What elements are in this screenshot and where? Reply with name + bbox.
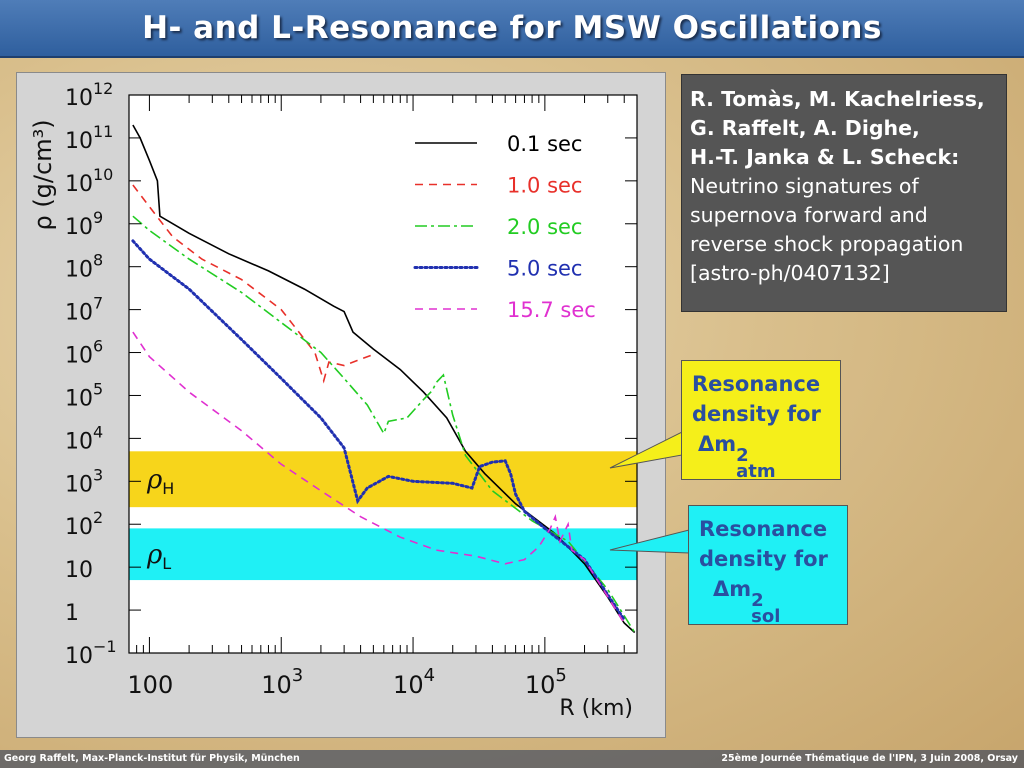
y-tick-label: 10−1 bbox=[65, 637, 117, 669]
footer-event: 25ème Journée Thématique de l'IPN, 3 Jui… bbox=[721, 753, 1018, 764]
y-tick-label: 108 bbox=[65, 251, 103, 283]
y-tick-label: 102 bbox=[65, 508, 103, 540]
legend-label-0: 0.1 sec bbox=[507, 132, 582, 156]
x-tick-label: 104 bbox=[393, 665, 435, 699]
y-tick-label: 1012 bbox=[65, 79, 113, 111]
plot-frame bbox=[128, 94, 638, 654]
delta-m-sup: 2 bbox=[751, 590, 764, 611]
y-tick-label: 105 bbox=[65, 379, 103, 411]
y-tick-label: 109 bbox=[65, 208, 103, 240]
y-tick-label: 10 bbox=[65, 558, 93, 583]
x-tick-label: 103 bbox=[261, 665, 303, 699]
resonance-band-l bbox=[129, 528, 637, 581]
reference-line: R. Tomàs, M. Kachelriess, bbox=[690, 87, 985, 111]
footer-author: Georg Raffelt, Max-Planck-Institut für P… bbox=[4, 753, 300, 764]
reference-line: G. Raffelt, A. Dighe, bbox=[690, 116, 920, 140]
title-bar: H- and L-Resonance for MSW Oscillations bbox=[0, 0, 1024, 58]
legend-label-4: 15.7 sec bbox=[507, 298, 596, 322]
delta-m-atm: Δm 2 atm bbox=[698, 429, 780, 481]
y-tick-label: 1010 bbox=[65, 165, 113, 197]
delta-m-symbol: Δm bbox=[713, 577, 752, 601]
legend-label-2: 2.0 sec bbox=[507, 215, 582, 239]
callout-atm-line1: Resonance bbox=[692, 372, 821, 396]
density-chart: ρHρL101210111010109108107106105104103102… bbox=[29, 79, 638, 721]
sol-resonance-callout: Resonance density for Δm 2 sol bbox=[688, 505, 848, 626]
reference-line: H.-T. Janka & L. Scheck: bbox=[690, 145, 960, 169]
series-line-1 bbox=[132, 184, 374, 384]
callout-atm-line2: density for bbox=[692, 402, 821, 426]
delta-m-sub: sol bbox=[751, 606, 781, 627]
y-tick-label: 106 bbox=[65, 337, 103, 369]
reference-line: Neutrino signatures of bbox=[690, 174, 919, 198]
atm-resonance-callout: Resonance density for Δm 2 atm bbox=[681, 360, 841, 481]
y-tick-label: 107 bbox=[65, 294, 103, 326]
reference-line: reverse shock propagation bbox=[690, 232, 964, 256]
y-tick-label: 1 bbox=[65, 601, 79, 626]
y-tick-label: 103 bbox=[65, 465, 103, 497]
reference-box: R. Tomàs, M. Kachelriess, G. Raffelt, A.… bbox=[681, 74, 1007, 312]
reference-line: supernova forward and bbox=[690, 203, 928, 227]
reference-line: [astro-ph/0407132] bbox=[690, 261, 890, 285]
x-axis-title: R (km) bbox=[559, 696, 633, 721]
series-line-4 bbox=[132, 331, 625, 624]
plot-panel: ρH ρL 1012 1011 1010 109 108 107 106 105 104 103 102… bbox=[16, 72, 666, 738]
footer-bar bbox=[0, 750, 1024, 768]
callout-sol-line1: Resonance bbox=[699, 517, 828, 541]
y-tick-label: 1011 bbox=[65, 122, 113, 154]
x-tick-label: 105 bbox=[525, 665, 567, 699]
legend-label-3: 5.0 sec bbox=[507, 257, 582, 281]
x-tick-label: 100 bbox=[127, 671, 173, 699]
y-tick-label: 104 bbox=[65, 422, 103, 454]
delta-m-sup: 2 bbox=[736, 445, 749, 466]
series-line-3 bbox=[131, 239, 626, 622]
slide-title: H- and L-Resonance for MSW Oscillations bbox=[142, 10, 882, 46]
delta-m-sol: Δm 2 sol bbox=[713, 574, 791, 626]
callout-sol-line2: density for bbox=[699, 547, 828, 571]
legend-label-1: 1.0 sec bbox=[507, 174, 582, 198]
delta-m-sub: atm bbox=[736, 461, 776, 482]
delta-m-symbol: Δm bbox=[698, 432, 737, 456]
series-line-2 bbox=[132, 215, 636, 633]
y-axis-title: ρ (g/cm³) bbox=[29, 119, 57, 230]
